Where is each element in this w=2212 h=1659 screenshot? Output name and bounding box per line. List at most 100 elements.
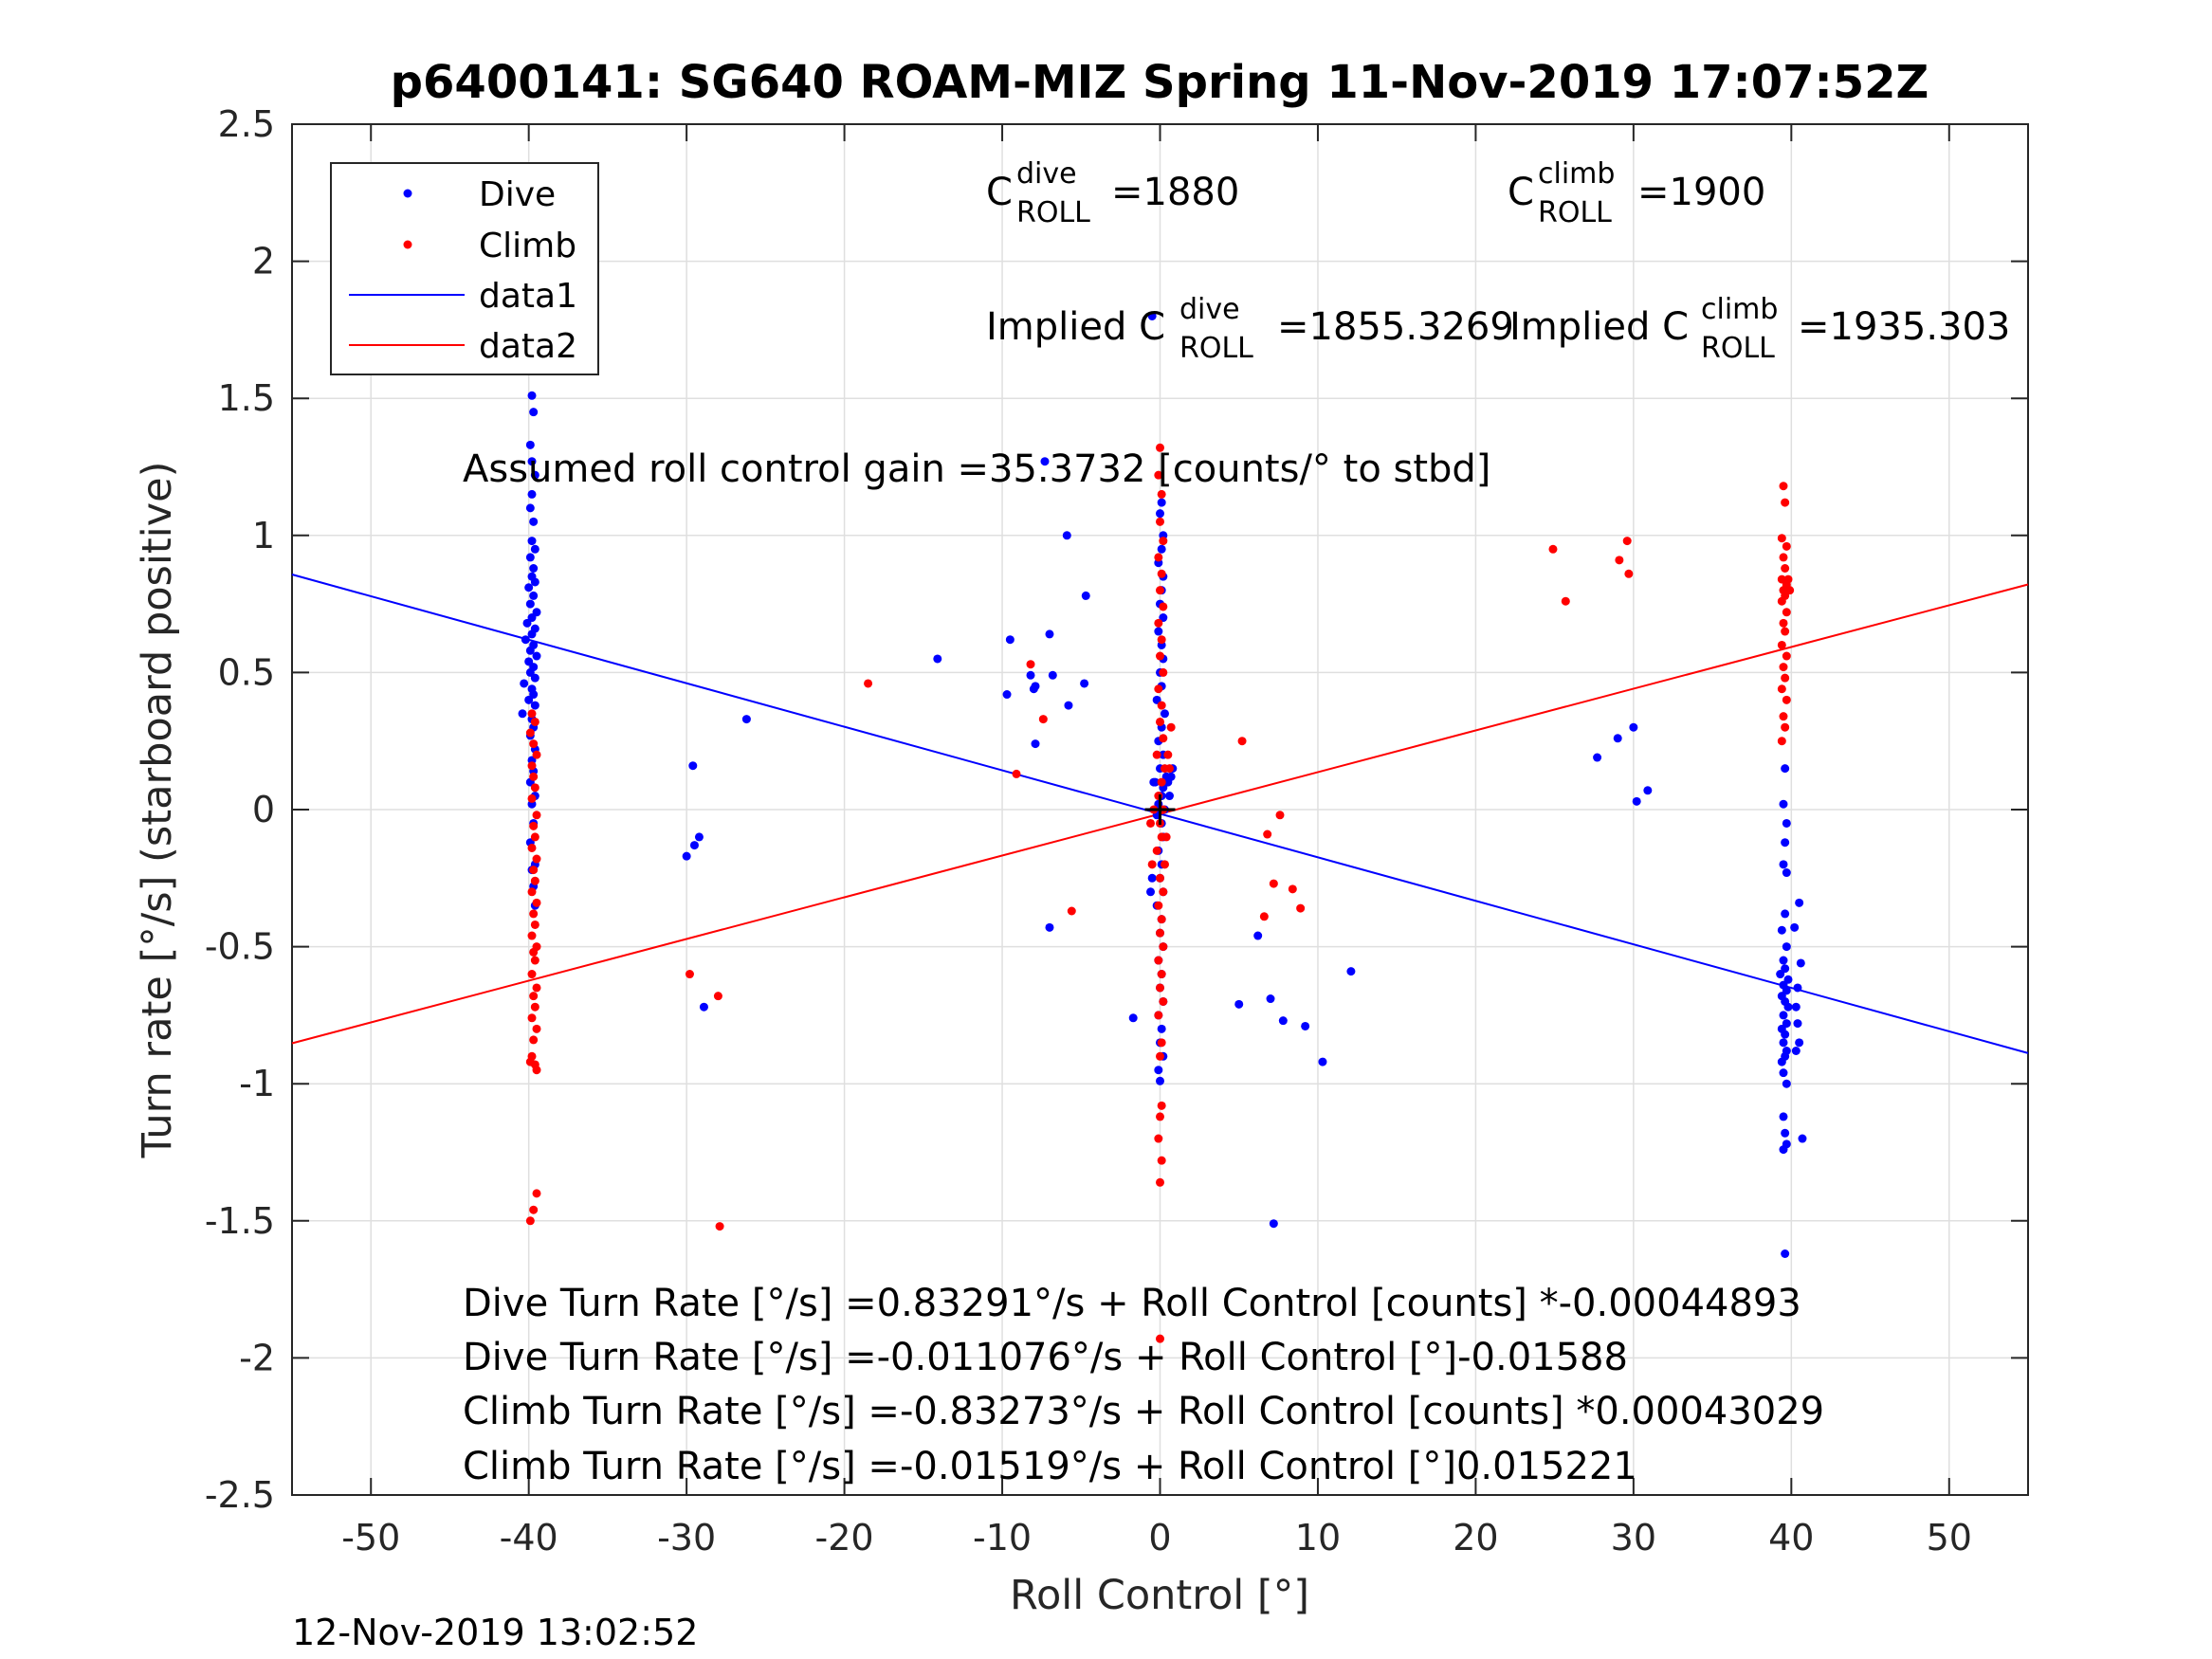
dive-point [1081, 591, 1090, 600]
climb-point [1166, 722, 1176, 732]
climb-point [532, 898, 541, 907]
climb-point [1157, 970, 1166, 979]
y-tick-label: 0.5 [218, 651, 275, 693]
subscript-roll: ROLL [1179, 332, 1253, 365]
climb-point [1154, 553, 1163, 562]
dive-point [933, 654, 942, 664]
climb-point [1156, 717, 1164, 726]
climb-point [1263, 830, 1272, 839]
climb-point [1779, 663, 1788, 672]
climb-point [1156, 517, 1164, 526]
climb-point [1154, 470, 1163, 480]
climb-point [530, 920, 539, 929]
dive-point [1782, 1139, 1791, 1149]
dive-point [1795, 898, 1804, 907]
dive-point [1781, 909, 1790, 919]
dive-point [1128, 1013, 1138, 1023]
climb-point [1777, 737, 1786, 746]
dive-point [694, 832, 704, 842]
climb-point [527, 1013, 537, 1023]
implied-prefix: Implied C [1509, 305, 1689, 349]
climb-point [1154, 901, 1163, 910]
dive-point [1795, 1038, 1804, 1048]
climb-point [1259, 912, 1269, 921]
climb-point [1157, 1101, 1166, 1110]
climb-point [530, 1002, 539, 1012]
dive-point [1146, 887, 1156, 897]
chart-title: p6400141: SG640 ROAM-MIZ Spring 11-Nov-2… [391, 56, 1929, 109]
dive-point [529, 564, 539, 574]
dive-point [527, 489, 537, 499]
x-tick-label: 50 [1927, 1517, 1972, 1559]
climb-point [685, 970, 694, 979]
dive-point [525, 503, 535, 513]
superscript-climb: climb [1701, 293, 1778, 326]
climb-point [1275, 811, 1285, 820]
climb-point [1288, 884, 1297, 894]
dive-point [1782, 942, 1791, 952]
dive-point [522, 618, 532, 628]
dive-point [1005, 635, 1015, 645]
dive-point [532, 651, 541, 661]
climb-point [1548, 544, 1558, 554]
climb-point [1157, 1156, 1166, 1165]
climb-point [1156, 983, 1164, 993]
dive-point [521, 635, 530, 645]
climb-point [1164, 764, 1174, 774]
dive-point [520, 679, 529, 688]
climb-point [532, 811, 541, 820]
dive-point [1782, 868, 1791, 878]
dive-point [1643, 786, 1653, 795]
climb-point [1157, 915, 1166, 924]
legend: Dive Climb data1 data2 [330, 162, 599, 375]
dive-point [1149, 777, 1159, 787]
dive-point [1777, 925, 1786, 935]
climb-point [1157, 489, 1166, 499]
climb-point [1156, 1177, 1164, 1187]
dive-point [527, 537, 537, 546]
climb-point [527, 931, 537, 940]
climb-point [532, 1189, 541, 1198]
plot-frame [291, 123, 2029, 1496]
dive-point [1798, 1134, 1807, 1143]
x-tick-label: 30 [1611, 1517, 1656, 1559]
climb-point [1067, 906, 1076, 916]
climb-point [713, 992, 722, 1001]
y-tick-label: 1.5 [218, 377, 275, 419]
dive-point [1278, 1016, 1288, 1026]
climb-point [529, 1205, 539, 1214]
dive-point [1779, 1011, 1788, 1020]
climb-point [1157, 569, 1166, 578]
x-tick-label: 10 [1295, 1517, 1341, 1559]
dive-point [1253, 931, 1263, 940]
dive-point [1318, 1057, 1327, 1066]
climb-point [532, 1024, 541, 1033]
climb-point [1159, 602, 1168, 611]
dive-point [1266, 994, 1275, 1004]
tick-labels: -50 -40 -30 -20 -10 0 10 20 30 40 50 2.5 2 1.5 1 0.5 0 -0… [205, 103, 1972, 1559]
climb-point [1781, 564, 1790, 574]
y-tick-label: 2 [252, 241, 275, 283]
climb-point [527, 843, 537, 852]
climb-point [529, 866, 539, 875]
y-tick-label: 2.5 [218, 103, 275, 145]
implied-climb-value: =1935.303 [1798, 305, 2010, 349]
dive-point [1045, 629, 1054, 639]
climb-point [1156, 651, 1164, 661]
dive-point [1781, 838, 1790, 848]
dive-point [1029, 684, 1038, 694]
dive-point [1781, 1128, 1790, 1138]
dive-point [1064, 701, 1073, 710]
climb-point [529, 821, 539, 830]
dive-equation-degrees: Dive Turn Rate [°/s] =-0.011076°/s + Rol… [463, 1336, 1628, 1379]
y-tick-label: -0.5 [205, 926, 275, 968]
climb-point [529, 992, 539, 1001]
c-roll-climb-annotation: C climb ROLL =1900 [1508, 157, 1765, 229]
climb-point [525, 728, 535, 738]
dive-point [1080, 679, 1089, 688]
climb-point [1779, 482, 1788, 491]
y-tick-label: -2.5 [205, 1474, 275, 1516]
dive-point [524, 695, 534, 704]
legend-data1-label: data1 [479, 277, 577, 316]
